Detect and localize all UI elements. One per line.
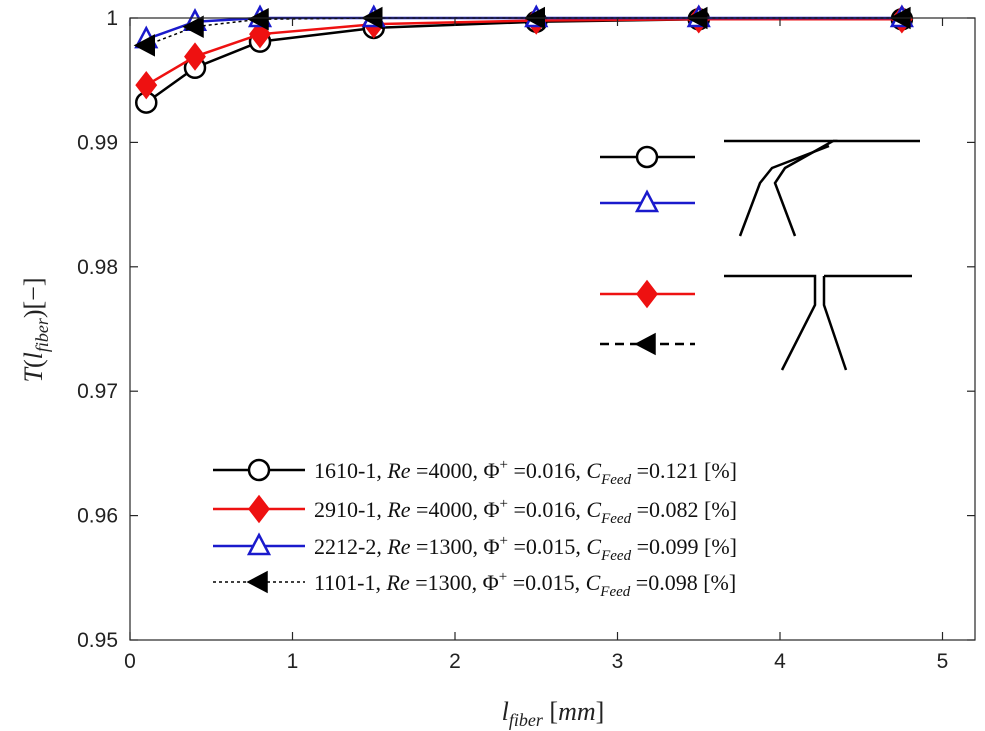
y-tick-label: 0.98 xyxy=(77,256,118,279)
legend-marker xyxy=(246,570,268,594)
legend-entry-3: 2212-2, Re =1300, Φ+ =0.015, CFeed =0.09… xyxy=(213,532,737,564)
x-tick-label: 4 xyxy=(774,650,786,673)
legend-entry-1: 1610-1, Re =4000, Φ+ =0.016, CFeed =0.12… xyxy=(213,457,737,488)
y-tick-label: 0.97 xyxy=(77,380,118,403)
inset-legend-marker xyxy=(635,145,659,169)
series-2-point xyxy=(184,42,206,71)
legend-label: 2910-1, Re =4000, Φ+ =0.016, CFeed =0.08… xyxy=(314,496,737,527)
series-4-point xyxy=(247,8,269,31)
legend-marker xyxy=(246,532,272,556)
x-tick-label: 5 xyxy=(937,650,949,673)
svg-text:lfiber [mm]: lfiber [mm] xyxy=(502,697,605,730)
y-tick-label: 0.96 xyxy=(77,505,118,528)
y-tick-label: 1 xyxy=(106,7,118,30)
legend-label: 1101-1, Re =1300, Φ+ =0.015, CFeed =0.09… xyxy=(314,569,736,600)
legend-label: 2212-2, Re =1300, Φ+ =0.015, CFeed =0.09… xyxy=(314,533,737,564)
legend-label: 1610-1, Re =4000, Φ+ =0.016, CFeed =0.12… xyxy=(314,457,737,488)
inset-legend-marker xyxy=(634,189,660,213)
series-4-point xyxy=(133,34,155,57)
series-2-point xyxy=(135,70,158,100)
plot-background xyxy=(130,18,975,640)
y-axis-label: T(lfiber)[−] xyxy=(19,277,52,382)
legend-marker xyxy=(248,494,270,524)
legend: 1610-1, Re =4000, Φ+ =0.016, CFeed =0.12… xyxy=(213,457,737,600)
series-4 xyxy=(133,6,911,57)
geometry-inset-legend xyxy=(600,139,920,371)
x-axis-label: lfiber [mm] xyxy=(502,697,605,730)
x-tick-label: 1 xyxy=(287,650,299,673)
x-tick-label: 2 xyxy=(449,650,461,673)
x-tick-label: 3 xyxy=(612,650,624,673)
series-4-point xyxy=(182,15,204,38)
axes-box xyxy=(129,17,976,641)
axes: 0 1 2 3 4 5 0.95 0.96 0.97 0.98 0.99 1 xyxy=(77,7,976,673)
inclined-nozzle-icon xyxy=(724,139,920,237)
y-tick-label: 0.95 xyxy=(77,629,118,652)
svg-text:T(lfiber)[−]: T(lfiber)[−] xyxy=(19,277,52,382)
legend-marker xyxy=(247,458,271,482)
x-tick-label: 0 xyxy=(124,650,136,673)
inset-legend-marker xyxy=(634,332,656,356)
series-layer xyxy=(133,4,914,114)
legend-entry-4: 1101-1, Re =1300, Φ+ =0.015, CFeed =0.09… xyxy=(213,569,736,600)
inset-legend-marker xyxy=(636,279,658,309)
legend-entry-2: 2910-1, Re =4000, Φ+ =0.016, CFeed =0.08… xyxy=(213,494,737,527)
y-tick-label: 0.99 xyxy=(77,131,118,154)
straight-nozzle-icon xyxy=(724,274,912,371)
